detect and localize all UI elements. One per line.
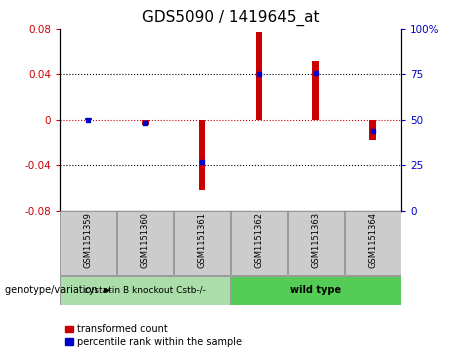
FancyBboxPatch shape	[118, 211, 173, 275]
Text: GSM1151359: GSM1151359	[84, 212, 93, 268]
Bar	[199, 120, 206, 190]
Bar	[85, 118, 92, 120]
Text: GSM1151360: GSM1151360	[141, 212, 150, 268]
Text: genotype/variation  ►: genotype/variation ►	[5, 285, 111, 295]
FancyBboxPatch shape	[231, 211, 287, 275]
Text: GSM1151361: GSM1151361	[198, 212, 207, 268]
Title: GDS5090 / 1419645_at: GDS5090 / 1419645_at	[142, 10, 319, 26]
Text: GSM1151364: GSM1151364	[368, 212, 377, 268]
Text: cystatin B knockout Cstb-/-: cystatin B knockout Cstb-/-	[84, 286, 206, 295]
Text: GSM1151362: GSM1151362	[254, 212, 263, 268]
FancyBboxPatch shape	[60, 276, 230, 305]
Bar	[369, 120, 376, 140]
FancyBboxPatch shape	[60, 211, 116, 275]
Legend: transformed count, percentile rank within the sample: transformed count, percentile rank withi…	[65, 324, 242, 347]
Bar	[255, 32, 262, 120]
FancyBboxPatch shape	[288, 211, 343, 275]
Bar	[142, 120, 148, 126]
FancyBboxPatch shape	[174, 211, 230, 275]
Text: wild type: wild type	[290, 285, 341, 295]
FancyBboxPatch shape	[345, 211, 401, 275]
Text: GSM1151363: GSM1151363	[311, 212, 320, 268]
FancyBboxPatch shape	[231, 276, 401, 305]
Bar	[313, 61, 319, 120]
